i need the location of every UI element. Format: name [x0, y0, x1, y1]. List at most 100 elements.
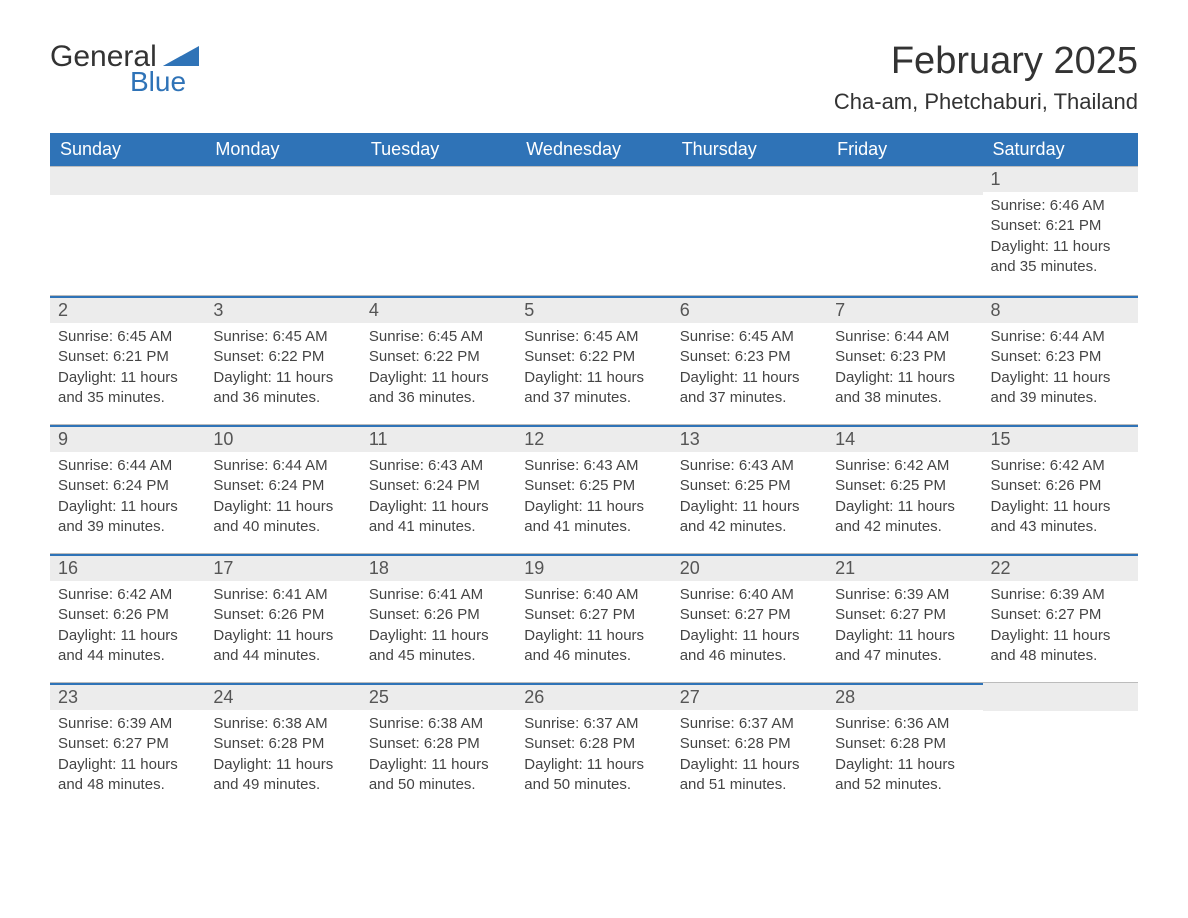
weekday-header: Wednesday — [516, 133, 671, 166]
calendar-day-cell: 14Sunrise: 6:42 AMSunset: 6:25 PMDayligh… — [827, 425, 982, 553]
calendar-day-cell: 19Sunrise: 6:40 AMSunset: 6:27 PMDayligh… — [516, 554, 671, 682]
header: General Blue February 2025 Cha-am, Phetc… — [50, 40, 1138, 115]
day-number: 11 — [361, 425, 516, 452]
calendar-day-cell — [827, 167, 982, 295]
weekday-header: Thursday — [672, 133, 827, 166]
weekday-header: Friday — [827, 133, 982, 166]
day-body: Sunrise: 6:40 AMSunset: 6:27 PMDaylight:… — [516, 581, 671, 676]
day-body: Sunrise: 6:40 AMSunset: 6:27 PMDaylight:… — [672, 581, 827, 676]
day-number: 9 — [50, 425, 205, 452]
calendar-day-cell — [205, 167, 360, 295]
day-body: Sunrise: 6:39 AMSunset: 6:27 PMDaylight:… — [827, 581, 982, 676]
day-number: 1 — [983, 167, 1138, 192]
day-body: Sunrise: 6:42 AMSunset: 6:26 PMDaylight:… — [983, 452, 1138, 547]
weekday-header: Monday — [205, 133, 360, 166]
logo-text-blue: Blue — [130, 66, 186, 98]
day-body: Sunrise: 6:43 AMSunset: 6:24 PMDaylight:… — [361, 452, 516, 547]
calendar-day-cell: 7Sunrise: 6:44 AMSunset: 6:23 PMDaylight… — [827, 296, 982, 424]
day-number: 4 — [361, 296, 516, 323]
day-number: 16 — [50, 554, 205, 581]
day-body: Sunrise: 6:45 AMSunset: 6:22 PMDaylight:… — [361, 323, 516, 418]
calendar-week: 1Sunrise: 6:46 AMSunset: 6:21 PMDaylight… — [50, 166, 1138, 295]
calendar-day-cell: 18Sunrise: 6:41 AMSunset: 6:26 PMDayligh… — [361, 554, 516, 682]
day-number: 25 — [361, 683, 516, 710]
calendar-day-cell: 13Sunrise: 6:43 AMSunset: 6:25 PMDayligh… — [672, 425, 827, 553]
calendar-day-cell: 11Sunrise: 6:43 AMSunset: 6:24 PMDayligh… — [361, 425, 516, 553]
calendar-day-cell — [672, 167, 827, 295]
day-body: Sunrise: 6:44 AMSunset: 6:24 PMDaylight:… — [50, 452, 205, 547]
empty-day — [516, 167, 671, 195]
title-block: February 2025 Cha-am, Phetchaburi, Thail… — [834, 40, 1138, 115]
calendar-day-cell — [983, 683, 1138, 811]
day-number: 22 — [983, 554, 1138, 581]
day-body: Sunrise: 6:38 AMSunset: 6:28 PMDaylight:… — [361, 710, 516, 805]
calendar-day-cell: 20Sunrise: 6:40 AMSunset: 6:27 PMDayligh… — [672, 554, 827, 682]
month-title: February 2025 — [834, 40, 1138, 83]
calendar-day-cell — [361, 167, 516, 295]
weekday-header: Saturday — [983, 133, 1138, 166]
calendar-day-cell: 15Sunrise: 6:42 AMSunset: 6:26 PMDayligh… — [983, 425, 1138, 553]
day-number: 28 — [827, 683, 982, 710]
day-body: Sunrise: 6:42 AMSunset: 6:26 PMDaylight:… — [50, 581, 205, 676]
calendar-day-cell — [50, 167, 205, 295]
day-body: Sunrise: 6:37 AMSunset: 6:28 PMDaylight:… — [672, 710, 827, 805]
empty-day — [672, 167, 827, 195]
calendar-day-cell: 26Sunrise: 6:37 AMSunset: 6:28 PMDayligh… — [516, 683, 671, 811]
day-body: Sunrise: 6:43 AMSunset: 6:25 PMDaylight:… — [672, 452, 827, 547]
day-number: 19 — [516, 554, 671, 581]
day-body: Sunrise: 6:39 AMSunset: 6:27 PMDaylight:… — [50, 710, 205, 805]
weekday-header: Sunday — [50, 133, 205, 166]
calendar-day-cell: 1Sunrise: 6:46 AMSunset: 6:21 PMDaylight… — [983, 167, 1138, 295]
day-body: Sunrise: 6:45 AMSunset: 6:22 PMDaylight:… — [205, 323, 360, 418]
day-number: 3 — [205, 296, 360, 323]
calendar-week: 2Sunrise: 6:45 AMSunset: 6:21 PMDaylight… — [50, 295, 1138, 424]
weekday-header: Tuesday — [361, 133, 516, 166]
day-number: 21 — [827, 554, 982, 581]
calendar: SundayMondayTuesdayWednesdayThursdayFrid… — [50, 133, 1138, 811]
day-number: 20 — [672, 554, 827, 581]
day-number: 12 — [516, 425, 671, 452]
day-number: 14 — [827, 425, 982, 452]
day-body: Sunrise: 6:41 AMSunset: 6:26 PMDaylight:… — [361, 581, 516, 676]
day-number: 18 — [361, 554, 516, 581]
empty-day — [205, 167, 360, 195]
day-number: 23 — [50, 683, 205, 710]
calendar-day-cell: 27Sunrise: 6:37 AMSunset: 6:28 PMDayligh… — [672, 683, 827, 811]
calendar-day-cell: 28Sunrise: 6:36 AMSunset: 6:28 PMDayligh… — [827, 683, 982, 811]
day-number: 8 — [983, 296, 1138, 323]
day-number: 2 — [50, 296, 205, 323]
calendar-day-cell: 8Sunrise: 6:44 AMSunset: 6:23 PMDaylight… — [983, 296, 1138, 424]
calendar-day-cell: 3Sunrise: 6:45 AMSunset: 6:22 PMDaylight… — [205, 296, 360, 424]
day-body: Sunrise: 6:45 AMSunset: 6:22 PMDaylight:… — [516, 323, 671, 418]
day-number: 13 — [672, 425, 827, 452]
calendar-day-cell: 9Sunrise: 6:44 AMSunset: 6:24 PMDaylight… — [50, 425, 205, 553]
calendar-day-cell: 22Sunrise: 6:39 AMSunset: 6:27 PMDayligh… — [983, 554, 1138, 682]
day-number: 6 — [672, 296, 827, 323]
calendar-day-cell: 5Sunrise: 6:45 AMSunset: 6:22 PMDaylight… — [516, 296, 671, 424]
day-body: Sunrise: 6:44 AMSunset: 6:23 PMDaylight:… — [983, 323, 1138, 418]
calendar-day-cell: 10Sunrise: 6:44 AMSunset: 6:24 PMDayligh… — [205, 425, 360, 553]
day-body: Sunrise: 6:45 AMSunset: 6:23 PMDaylight:… — [672, 323, 827, 418]
logo: General Blue — [50, 40, 199, 98]
calendar-day-cell: 6Sunrise: 6:45 AMSunset: 6:23 PMDaylight… — [672, 296, 827, 424]
day-body: Sunrise: 6:37 AMSunset: 6:28 PMDaylight:… — [516, 710, 671, 805]
calendar-day-cell: 4Sunrise: 6:45 AMSunset: 6:22 PMDaylight… — [361, 296, 516, 424]
calendar-day-cell: 17Sunrise: 6:41 AMSunset: 6:26 PMDayligh… — [205, 554, 360, 682]
calendar-day-cell: 2Sunrise: 6:45 AMSunset: 6:21 PMDaylight… — [50, 296, 205, 424]
day-body: Sunrise: 6:46 AMSunset: 6:21 PMDaylight:… — [983, 192, 1138, 287]
empty-day — [827, 167, 982, 195]
location: Cha-am, Phetchaburi, Thailand — [834, 89, 1138, 115]
calendar-day-cell: 21Sunrise: 6:39 AMSunset: 6:27 PMDayligh… — [827, 554, 982, 682]
day-body: Sunrise: 6:42 AMSunset: 6:25 PMDaylight:… — [827, 452, 982, 547]
calendar-day-cell: 24Sunrise: 6:38 AMSunset: 6:28 PMDayligh… — [205, 683, 360, 811]
day-number: 7 — [827, 296, 982, 323]
day-number: 15 — [983, 425, 1138, 452]
calendar-day-cell: 23Sunrise: 6:39 AMSunset: 6:27 PMDayligh… — [50, 683, 205, 811]
day-body: Sunrise: 6:36 AMSunset: 6:28 PMDaylight:… — [827, 710, 982, 805]
day-body: Sunrise: 6:44 AMSunset: 6:24 PMDaylight:… — [205, 452, 360, 547]
day-number: 24 — [205, 683, 360, 710]
day-body: Sunrise: 6:44 AMSunset: 6:23 PMDaylight:… — [827, 323, 982, 418]
empty-day — [50, 167, 205, 195]
calendar-day-cell: 12Sunrise: 6:43 AMSunset: 6:25 PMDayligh… — [516, 425, 671, 553]
empty-day — [983, 683, 1138, 711]
